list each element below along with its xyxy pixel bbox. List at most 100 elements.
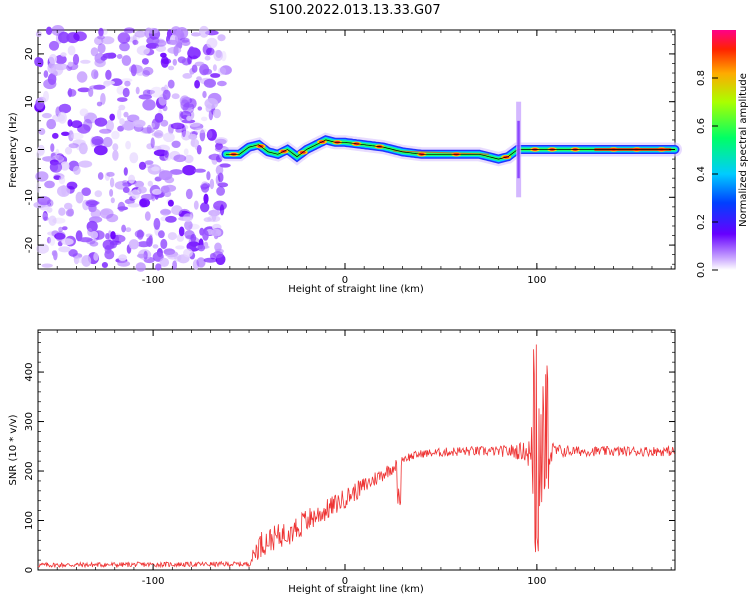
noise-blob — [158, 170, 173, 181]
noise-blob — [109, 189, 114, 197]
noise-blob — [76, 71, 88, 83]
y-tick-label: 10 — [24, 95, 35, 108]
y-tick-label: 20 — [24, 48, 35, 61]
noise-blob — [106, 171, 115, 177]
noise-blob — [77, 124, 91, 134]
noise-blob — [117, 108, 122, 120]
noise-blob — [160, 119, 169, 127]
ridge-spike-core — [517, 120, 520, 179]
noise-blob — [67, 45, 76, 56]
noise-blob — [160, 209, 173, 214]
noise-blob — [153, 38, 165, 44]
noise-blob — [61, 131, 70, 136]
noise-blob — [90, 231, 99, 239]
noise-blob — [191, 64, 198, 73]
noise-blob — [116, 54, 123, 59]
noise-blob — [214, 242, 222, 252]
noise-blob — [153, 130, 164, 139]
snr-ticks: -100 0 100 0 100 200 300 400 — [24, 330, 675, 587]
noise-blob — [155, 44, 167, 53]
noise-blob — [144, 160, 154, 165]
noise-blob — [183, 148, 189, 156]
noise-blob — [211, 211, 217, 222]
noise-blob — [171, 140, 181, 148]
noise-blob — [66, 181, 78, 190]
noise-blob — [117, 32, 131, 44]
noise-blob — [98, 27, 104, 37]
noise-blob — [181, 130, 192, 141]
noise-blob — [79, 108, 89, 117]
noise-blob — [189, 122, 204, 131]
noise-blob — [106, 213, 119, 223]
noise-blob — [109, 177, 115, 188]
noise-blob — [94, 58, 106, 68]
noise-blob — [128, 239, 140, 250]
noise-blob — [202, 229, 209, 241]
noise-blob — [217, 172, 224, 183]
noise-blob — [123, 27, 135, 34]
noise-blob — [51, 25, 65, 36]
noise-blob — [200, 202, 210, 213]
noise-blob — [132, 34, 137, 46]
noise-blob — [163, 132, 175, 143]
noise-blob — [119, 42, 130, 52]
noise-blob — [68, 249, 78, 257]
noise-blob — [186, 115, 192, 121]
noise-blob — [70, 132, 84, 140]
noise-blob — [93, 252, 99, 261]
noise-blob — [188, 133, 198, 140]
noise-blob — [151, 188, 162, 195]
noise-blob — [210, 73, 221, 78]
noise-blob — [50, 63, 64, 76]
colorbar-tick-label: 0.8 — [696, 70, 707, 86]
noise-blob — [96, 101, 103, 107]
noise-blob — [150, 86, 164, 98]
noise-blob — [218, 67, 227, 76]
noise-blob — [94, 117, 108, 127]
noise-blob — [167, 39, 179, 45]
noise-blob — [178, 226, 185, 237]
noise-blob — [196, 144, 202, 155]
snr-ylabel: SNR (10 * v/v) — [8, 414, 19, 485]
noise-blob — [135, 262, 146, 272]
noise-blob — [78, 160, 93, 168]
noise-blob — [162, 105, 168, 112]
noise-blob — [41, 112, 52, 119]
noise-blob — [154, 113, 164, 123]
noise-blob — [208, 110, 214, 121]
noise-blob — [34, 56, 43, 67]
noise-blob — [206, 47, 215, 56]
noise-blob — [134, 30, 146, 38]
noise-blob — [36, 243, 49, 254]
noise-blob — [55, 54, 67, 65]
noise-blob — [129, 152, 139, 164]
noise-blob — [72, 53, 80, 66]
noise-blob — [145, 27, 159, 34]
noise-blob — [217, 80, 227, 87]
noise-blob — [207, 130, 213, 139]
noise-blob — [68, 143, 79, 149]
noise-blob — [134, 180, 145, 188]
noise-blob — [171, 93, 180, 100]
colorbar-ticks: 0.0 0.2 0.4 0.6 0.8 — [696, 70, 718, 278]
noise-blob — [171, 205, 183, 216]
noise-blob — [75, 191, 84, 204]
noise-blob — [167, 254, 178, 260]
noise-blob — [201, 183, 210, 193]
noise-blob — [102, 52, 117, 59]
noise-blob — [182, 165, 197, 176]
noise-blob — [158, 230, 165, 239]
noise-blob — [197, 106, 203, 111]
x-tick-label: -100 — [142, 275, 165, 286]
x-tick-label: 100 — [527, 576, 546, 587]
noise-blob — [99, 208, 114, 219]
noise-blob — [90, 208, 101, 219]
noise-blob — [203, 193, 209, 204]
noise-blob — [172, 260, 178, 271]
y-tick-label: -10 — [24, 189, 35, 205]
y-tick-label: 0 — [24, 146, 35, 152]
noise-blob — [202, 90, 207, 99]
